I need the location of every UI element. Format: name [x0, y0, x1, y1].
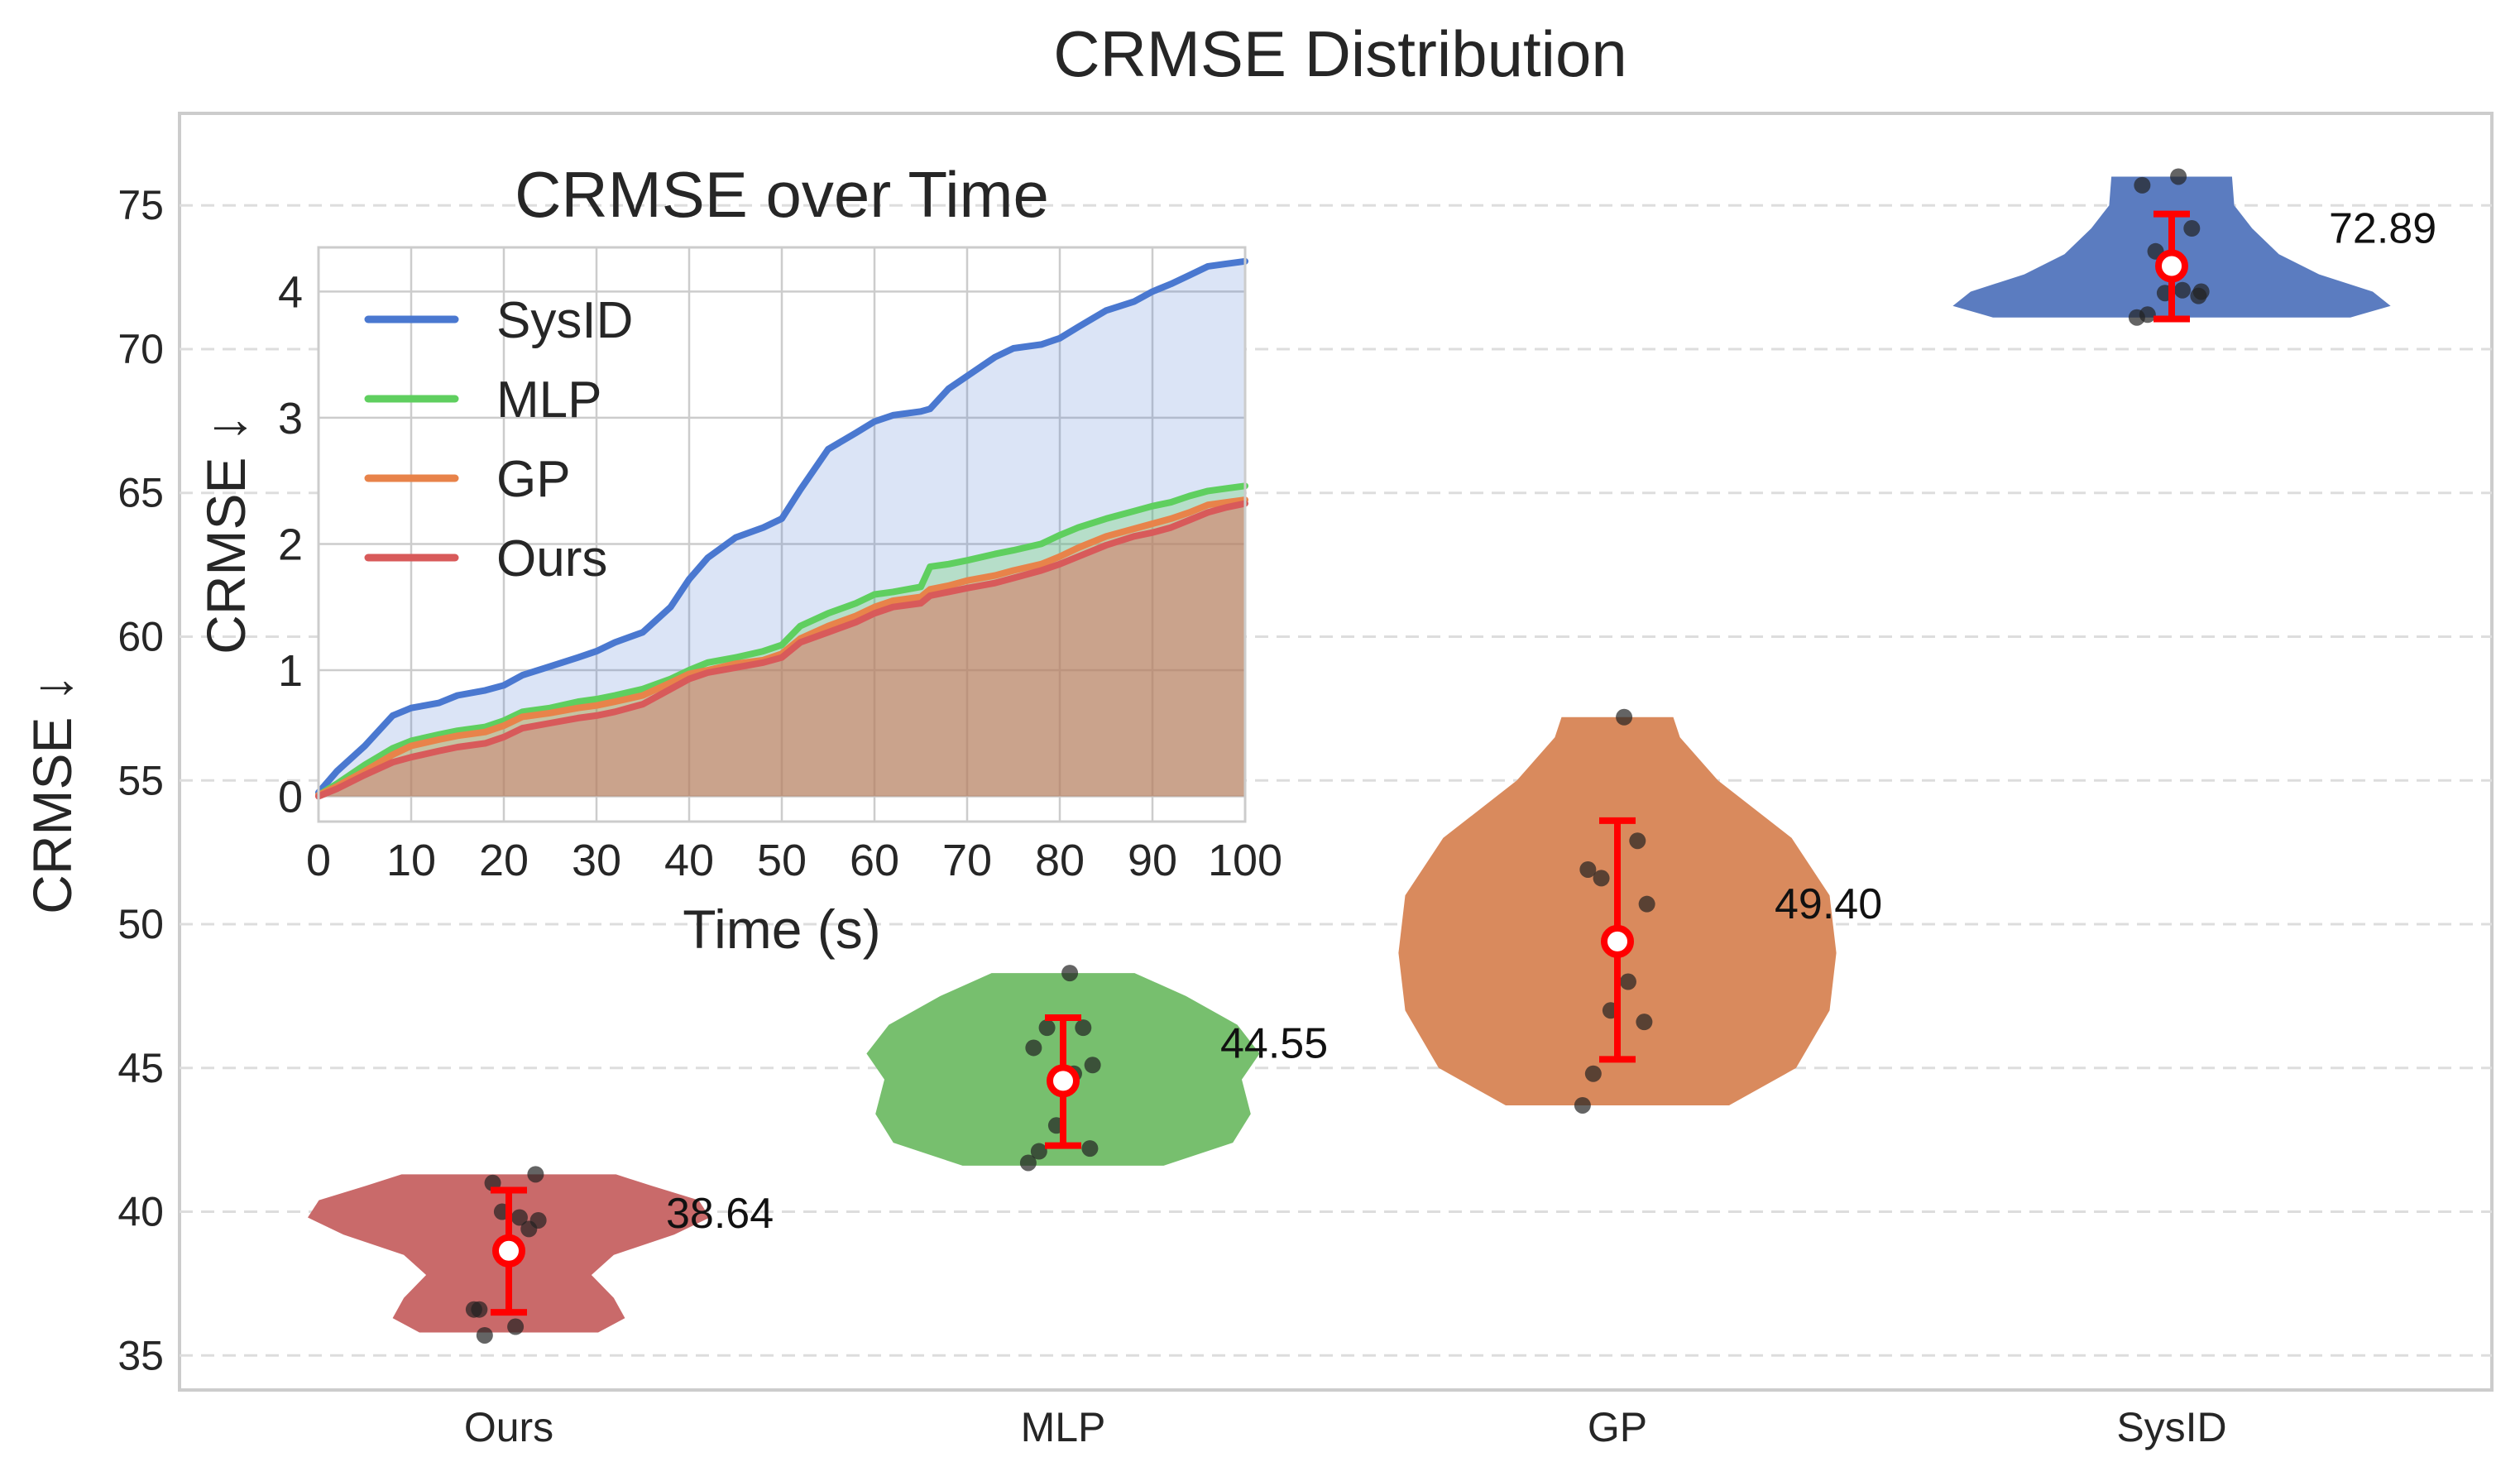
inset-x-tick-label: 30 — [572, 836, 621, 885]
data-point — [1629, 832, 1646, 850]
inset-chart: 0 10 20 30 40 50 60 70 80 90 100 0 1 2 3 4 CRMSE over … — [195, 158, 1282, 960]
inset-x-tick-label: 70 — [942, 836, 992, 885]
data-point — [510, 1209, 528, 1226]
data-point — [507, 1318, 525, 1335]
x-tick-label: Ours — [464, 1404, 553, 1450]
inset-x-tick-label: 20 — [479, 836, 529, 885]
data-point — [527, 1166, 544, 1183]
inset-x-axis-label: Time (s) — [683, 899, 881, 960]
main-y-tick-labels: 35 40 45 50 55 60 65 70 75 — [117, 182, 164, 1378]
main-y-axis-label: CRMSE ↓ — [22, 674, 83, 914]
line-sysid — [315, 257, 1248, 796]
inset-y-tick-label: 2 — [278, 520, 303, 569]
mean-label: 44.55 — [1220, 1019, 1328, 1067]
data-point — [1084, 1057, 1101, 1074]
inset-legend: SysID MLP GP Ours — [364, 292, 633, 587]
data-point — [1019, 1154, 1037, 1172]
data-point — [1638, 895, 1655, 913]
x-tick-label: GP — [1588, 1404, 1647, 1450]
data-point — [2192, 283, 2210, 300]
inset-y-tick-label: 0 — [278, 772, 303, 822]
data-point — [1616, 708, 1633, 726]
inset-x-tick-label: 60 — [850, 836, 899, 885]
inset-y-tick-label: 4 — [278, 267, 303, 317]
data-point — [1075, 1019, 1092, 1037]
inset-title: CRMSE over Time — [515, 158, 1049, 231]
x-tick-label: MLP — [1021, 1404, 1106, 1450]
data-point — [1061, 965, 1079, 982]
data-point — [1025, 1039, 1042, 1057]
data-point — [1584, 1065, 1602, 1082]
data-point — [471, 1301, 488, 1318]
legend-label-sysid: SysID — [496, 292, 633, 349]
mean-marker — [1601, 924, 1634, 958]
legend-label-mlp: MLP — [496, 371, 601, 429]
line-ours — [315, 500, 1248, 800]
legend-label-ours: Ours — [496, 530, 607, 587]
data-point — [1574, 1096, 1591, 1114]
inset-x-tick-label: 90 — [1128, 836, 1177, 885]
inset-x-tick-label: 50 — [757, 836, 807, 885]
data-point — [1038, 1019, 1056, 1037]
violin-sysid: 72.89 — [1952, 168, 2436, 326]
line-mlp — [315, 482, 1248, 798]
area-sysid — [319, 261, 1245, 797]
legend-label-gp: GP — [496, 451, 571, 508]
data-point — [520, 1220, 538, 1238]
data-point — [1619, 973, 1636, 990]
inset-x-tick-label: 40 — [664, 836, 714, 885]
inset-y-axis-label: CRMSE ↓ — [195, 415, 256, 654]
y-tick-label: 60 — [117, 613, 164, 659]
y-tick-label: 70 — [117, 326, 164, 372]
main-gridlines — [180, 204, 2492, 1357]
data-point — [1030, 1143, 1047, 1160]
line-gp — [315, 496, 1248, 798]
violins: 38.64 44.55 49.40 72.89 — [308, 168, 2436, 1344]
data-point — [2170, 168, 2187, 185]
inset-plot-frame — [317, 246, 1247, 823]
inset-x-tick-label: 0 — [306, 836, 331, 885]
y-tick-label: 55 — [117, 757, 164, 803]
violin-mlp: 44.55 — [866, 965, 1328, 1172]
inset-lines — [315, 257, 1248, 800]
inset-x-tick-labels: 0 10 20 30 40 50 60 70 80 90 100 — [306, 836, 1282, 885]
inset-x-tick-label: 10 — [386, 836, 436, 885]
inset-y-tick-labels: 0 1 2 3 4 — [278, 267, 303, 822]
data-point — [2183, 220, 2201, 237]
inset-x-tick-label: 80 — [1035, 836, 1085, 885]
violin-gp: 49.40 — [1398, 708, 1882, 1114]
mean-marker — [2155, 249, 2188, 283]
data-point — [1593, 870, 1610, 887]
inset-y-tick-label: 3 — [278, 394, 303, 443]
main-title: CRMSE Distribution — [1053, 17, 1627, 90]
mean-marker — [492, 1234, 525, 1268]
y-tick-label: 75 — [117, 182, 164, 228]
data-point — [1636, 1014, 1653, 1031]
y-tick-label: 40 — [117, 1189, 164, 1235]
mean-label: 49.40 — [1775, 880, 1882, 928]
y-tick-label: 50 — [117, 901, 164, 947]
mean-label: 72.89 — [2329, 205, 2436, 253]
data-point — [1579, 860, 1597, 878]
main-plot-frame — [178, 112, 2494, 1392]
inset-y-tick-label: 1 — [278, 646, 303, 696]
data-point — [1081, 1140, 1099, 1157]
y-tick-label: 35 — [117, 1332, 164, 1378]
data-point — [476, 1326, 493, 1344]
data-point — [2173, 281, 2191, 299]
violin-ours: 38.64 — [308, 1166, 774, 1344]
y-tick-label: 65 — [117, 470, 164, 516]
mean-marker — [1047, 1064, 1080, 1098]
inset-x-tick-label: 100 — [1208, 836, 1282, 885]
mean-label: 38.64 — [666, 1190, 774, 1238]
x-tick-label: SysID — [2116, 1404, 2226, 1450]
area-mlp — [319, 486, 1245, 797]
y-tick-label: 45 — [117, 1045, 164, 1091]
data-point — [2134, 176, 2151, 194]
main-x-tick-labels: Ours MLP GP SysID — [464, 1404, 2227, 1450]
data-point — [2139, 306, 2156, 324]
